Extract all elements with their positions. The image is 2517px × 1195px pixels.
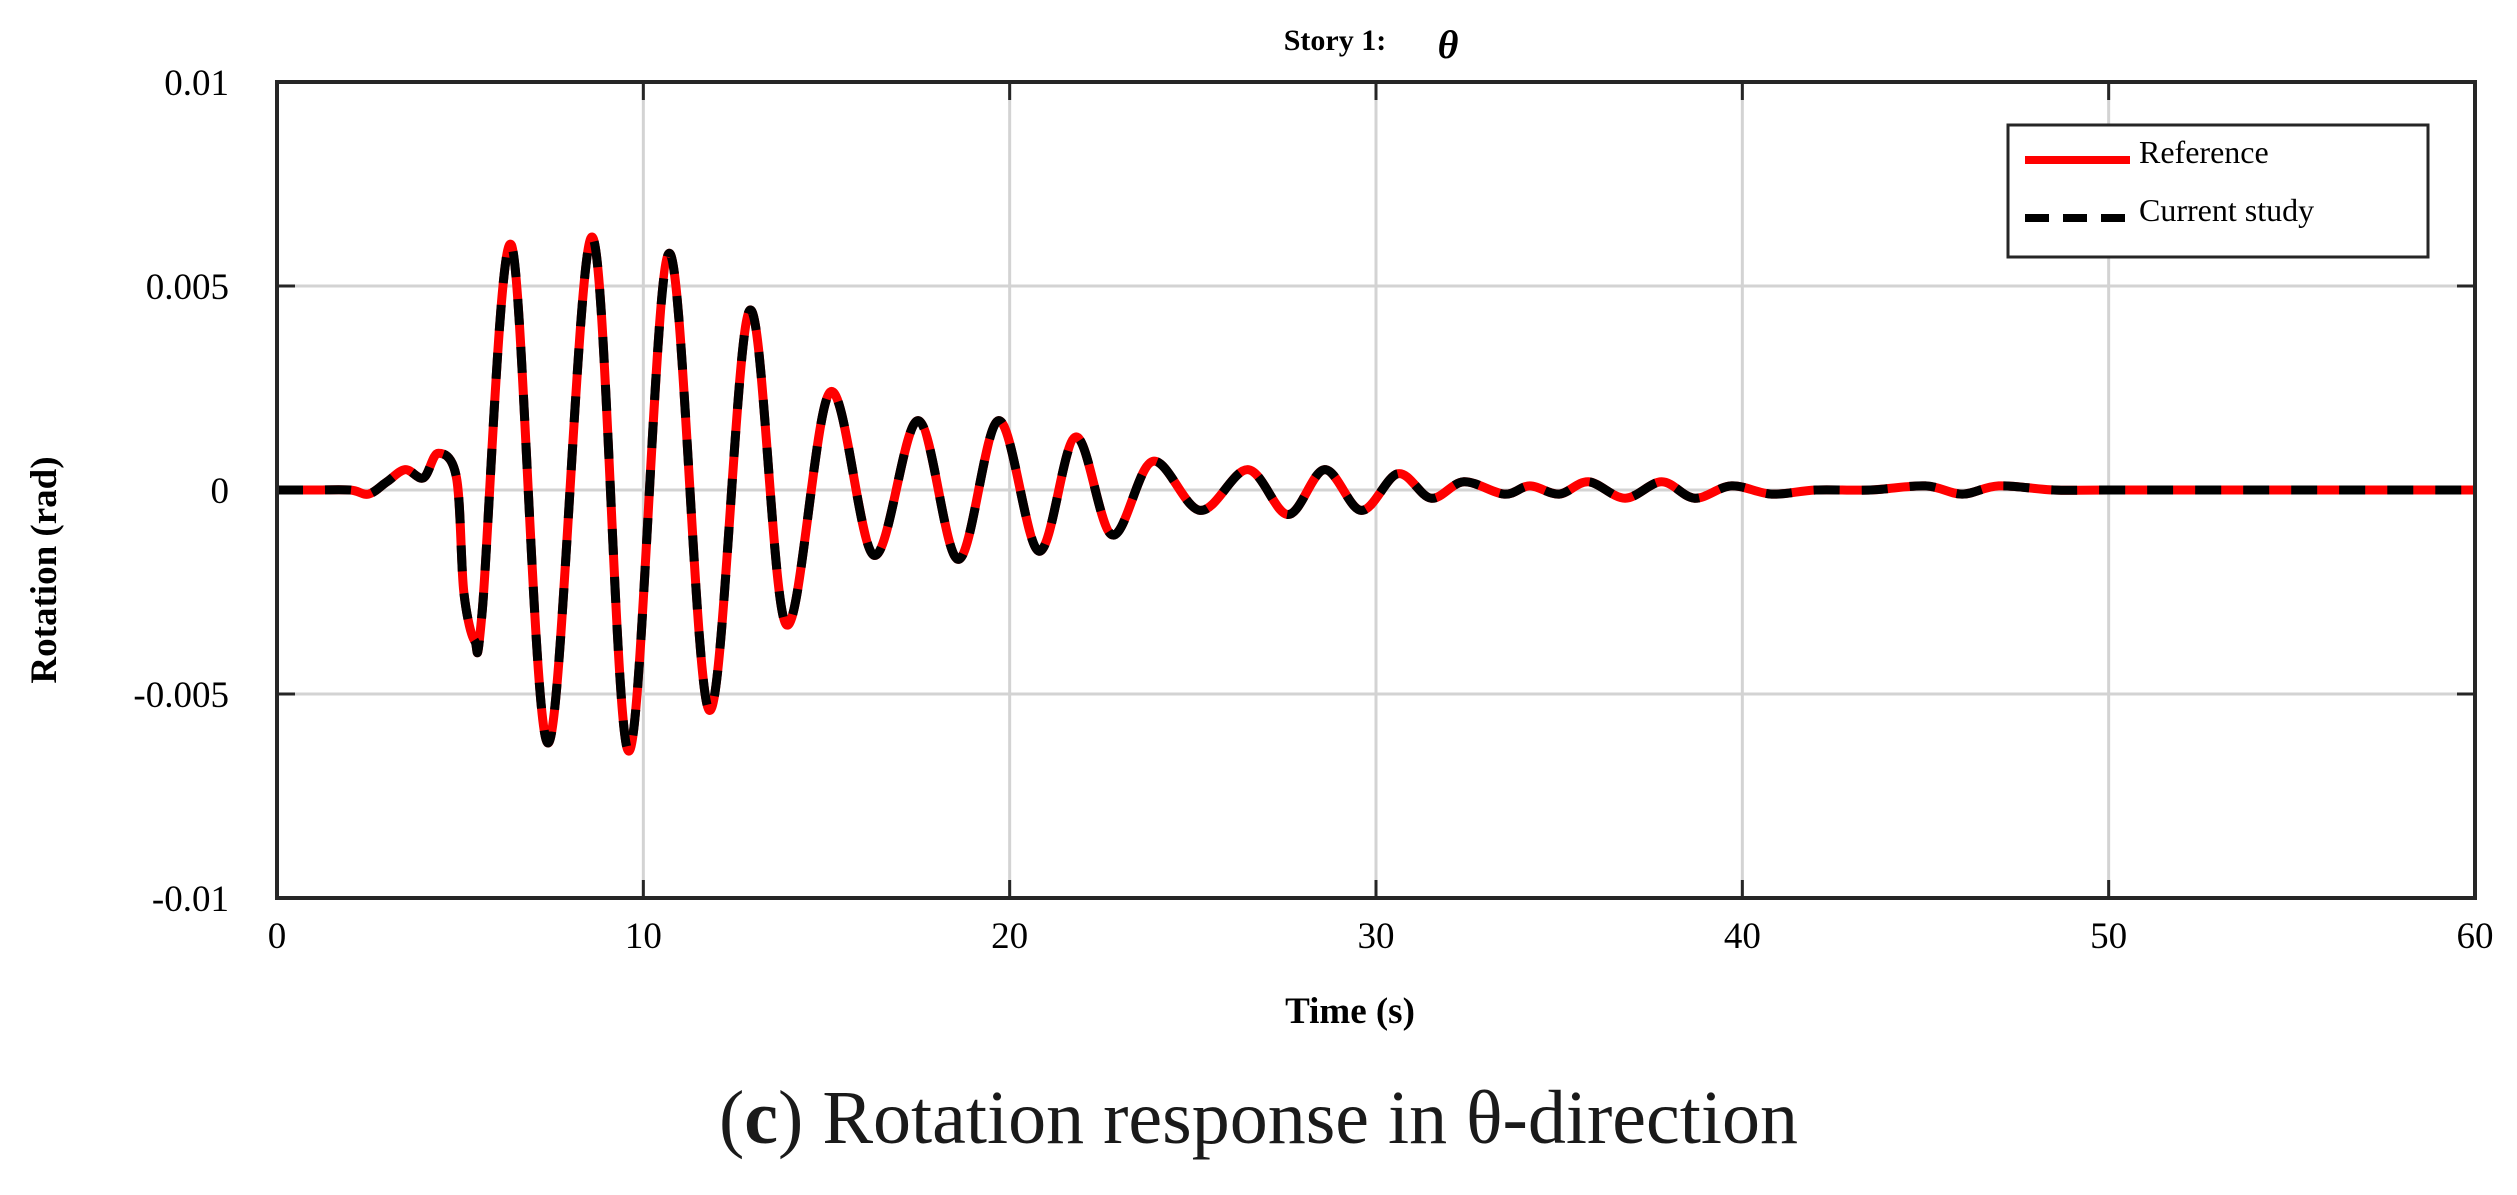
caption-text: Rotation response in θ-direction: [822, 1076, 1798, 1160]
chart-title-symbol: θ: [1438, 22, 1459, 67]
x-tick-label: 10: [625, 916, 662, 957]
x-tick-label: 50: [2090, 916, 2127, 957]
chart-title: Story 1:: [1284, 24, 1386, 57]
figure-caption: (c) Rotation response in θ-direction: [718, 1076, 1798, 1160]
x-tick-labels: 0 10 20 30 40 50 60: [268, 916, 2494, 957]
x-tick-label: 60: [2457, 916, 2494, 957]
legend-label-reference: Reference: [2139, 134, 2269, 170]
caption-letter: c: [744, 1076, 779, 1160]
series-line-current-study: [277, 232, 2475, 756]
legend-label-current-study: Current study: [2139, 192, 2314, 228]
y-tick-label: 0: [211, 471, 230, 512]
y-tick-label: -0.005: [133, 675, 229, 716]
x-tick-label: 40: [1724, 916, 1761, 957]
y-axis-label: Rotation (rad): [24, 456, 65, 683]
legend-box: [2006, 123, 2430, 259]
legend: Reference Current study: [2006, 123, 2430, 259]
x-axis-label: Time (s): [1285, 991, 1415, 1032]
series-layer: [277, 232, 2475, 756]
plot-area-frame: [275, 80, 2477, 900]
x-tick-label: 30: [1358, 916, 1395, 957]
y-tick-label: 0.005: [146, 267, 229, 308]
y-tick-labels: 0.01 0.005 0 -0.005 -0.01: [133, 63, 229, 920]
y-tick-label: 0.01: [164, 63, 229, 104]
x-tick-label: 20: [991, 916, 1028, 957]
y-tick-label: -0.01: [152, 879, 229, 920]
x-tick-label: 0: [268, 916, 287, 957]
